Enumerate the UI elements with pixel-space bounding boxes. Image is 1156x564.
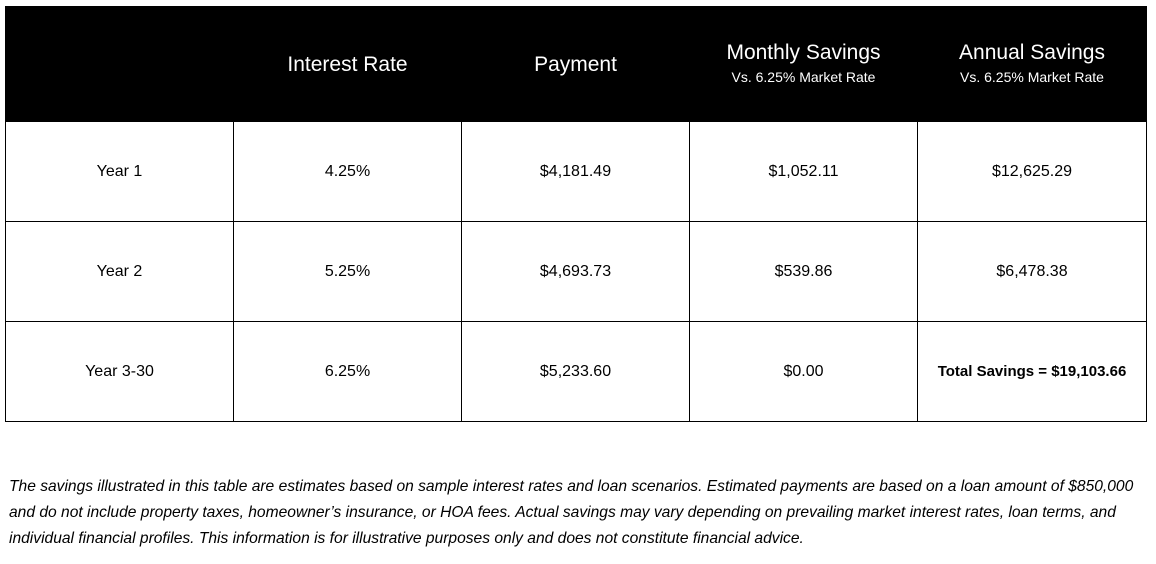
- interest-rate-cell: 5.25%: [233, 221, 462, 322]
- interest-rate-cell: 4.25%: [233, 121, 462, 222]
- table-row: Year 2 5.25% $4,693.73 $539.86 $6,478.38: [5, 221, 1147, 322]
- payment-cell: $4,693.73: [461, 221, 690, 322]
- annual-savings-cell: $12,625.29: [917, 121, 1147, 222]
- header-subtitle: Vs. 6.25% Market Rate: [731, 69, 876, 85]
- row-label: Year 3-30: [5, 321, 234, 422]
- header-cell-payment: Payment: [461, 6, 690, 122]
- header-cell-annual-savings: Annual Savings Vs. 6.25% Market Rate: [917, 6, 1147, 122]
- header-cell-interest-rate: Interest Rate: [233, 6, 462, 122]
- header-title: Monthly Savings: [726, 41, 881, 64]
- header-subtitle: Vs. 6.25% Market Rate: [960, 69, 1104, 85]
- table-row: Year 3-30 6.25% $5,233.60 $0.00 Total Sa…: [5, 321, 1147, 422]
- table-body: Year 1 4.25% $4,181.49 $1,052.11 $12,625…: [5, 121, 1147, 422]
- header-row: Interest Rate Payment Monthly Savings Vs…: [5, 6, 1147, 122]
- monthly-savings-cell: $539.86: [689, 221, 918, 322]
- total-savings-cell: Total Savings = $19,103.66: [917, 321, 1147, 422]
- header-title: Interest Rate: [287, 53, 408, 76]
- payment-cell: $5,233.60: [461, 321, 690, 422]
- savings-table-container: Interest Rate Payment Monthly Savings Vs…: [5, 6, 1147, 422]
- interest-rate-cell: 6.25%: [233, 321, 462, 422]
- monthly-savings-cell: $1,052.11: [689, 121, 918, 222]
- row-label: Year 1: [5, 121, 234, 222]
- row-label: Year 2: [5, 221, 234, 322]
- header-title: Annual Savings: [959, 41, 1105, 64]
- annual-savings-cell: $6,478.38: [917, 221, 1147, 322]
- header-cell-blank: [5, 6, 234, 122]
- header-title: Payment: [534, 53, 617, 76]
- payment-cell: $4,181.49: [461, 121, 690, 222]
- table-row: Year 1 4.25% $4,181.49 $1,052.11 $12,625…: [5, 121, 1147, 222]
- table-header: Interest Rate Payment Monthly Savings Vs…: [5, 6, 1147, 122]
- savings-table: Interest Rate Payment Monthly Savings Vs…: [5, 6, 1147, 422]
- disclaimer-text: The savings illustrated in this table ar…: [9, 478, 1134, 547]
- header-cell-monthly-savings: Monthly Savings Vs. 6.25% Market Rate: [689, 6, 918, 122]
- monthly-savings-cell: $0.00: [689, 321, 918, 422]
